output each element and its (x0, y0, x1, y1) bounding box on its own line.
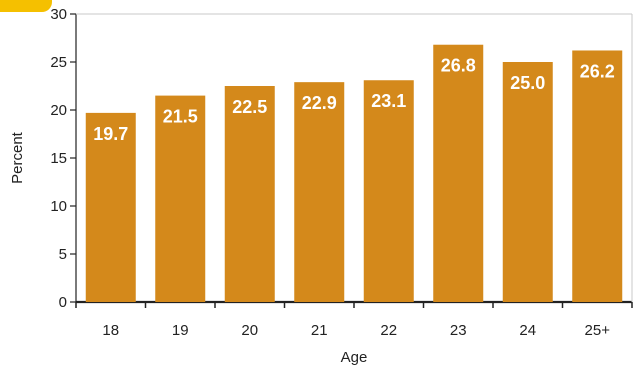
data-label: 26.2 (580, 61, 615, 81)
x-axis-ticks: 18 19 20 21 22 23 24 25+ (76, 302, 632, 339)
y-tick-label: 5 (59, 246, 67, 263)
y-tick-label: 25 (50, 54, 67, 71)
bar (572, 50, 622, 302)
y-tick-label: 0 (59, 294, 67, 311)
bar (225, 86, 275, 302)
y-axis-ticks: 0 5 10 15 20 25 30 (50, 6, 76, 311)
y-axis-label: Percent (9, 131, 26, 184)
data-label: 26.8 (441, 56, 476, 76)
x-tick-label: 18 (102, 322, 119, 339)
data-label: 22.5 (232, 97, 267, 117)
data-label: 23.1 (371, 91, 406, 111)
x-tick-label: 20 (241, 322, 258, 339)
y-tick-label: 10 (50, 198, 67, 215)
data-label: 25.0 (510, 73, 545, 93)
x-tick-label: 23 (450, 322, 467, 339)
bar (294, 82, 344, 302)
y-tick-label: 30 (50, 6, 67, 23)
x-tick-label: 25+ (585, 322, 611, 339)
x-tick-label: 22 (380, 322, 397, 339)
data-label: 22.9 (302, 93, 337, 113)
x-tick-label: 24 (519, 322, 536, 339)
y-tick-label: 15 (50, 150, 67, 167)
bar (503, 62, 553, 302)
bar (433, 45, 483, 302)
data-label: 19.7 (93, 124, 128, 144)
data-label: 21.5 (163, 107, 198, 127)
y-tick-label: 20 (50, 102, 67, 119)
bar (364, 80, 414, 302)
x-axis-label: Age (341, 349, 368, 366)
x-tick-label: 19 (172, 322, 189, 339)
x-tick-label: 21 (311, 322, 328, 339)
